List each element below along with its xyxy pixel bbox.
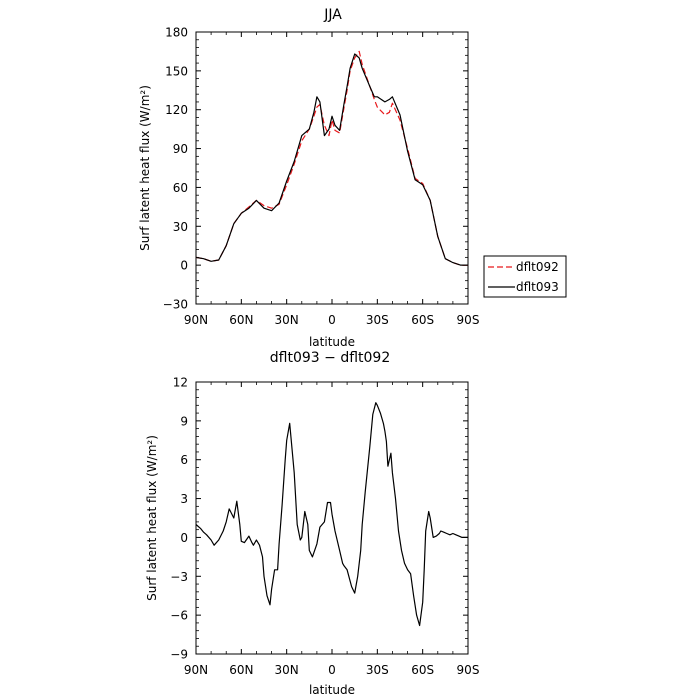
legend-box xyxy=(483,255,567,298)
y-tick-label: −3 xyxy=(170,570,188,584)
y-tick-label: −30 xyxy=(163,298,188,312)
series-lines xyxy=(195,402,468,627)
x-tick-label: 90N xyxy=(184,663,208,677)
series-line-series-0 xyxy=(195,402,468,627)
y-tick-label: 60 xyxy=(173,181,188,195)
axis-ticks xyxy=(195,31,469,305)
top-panel: JJA −30 0 30 60 90 120 150 180 90N 60N 30N 0 30S 60S… xyxy=(138,7,479,349)
x-tick-label: 90S xyxy=(457,313,480,327)
bottom-panel: dflt093 − dflt092 −9 −6 −3 0 3 6 9 12 90N 60N 30N… xyxy=(145,350,479,697)
series-lines xyxy=(195,50,468,266)
legend-label-dflt093: dflt093 xyxy=(516,280,559,294)
y-tick-label: 180 xyxy=(165,26,188,40)
x-tick-label: 60N xyxy=(229,313,253,327)
y-tick-label: −9 xyxy=(170,648,188,662)
x-tick-label: 30S xyxy=(366,313,389,327)
x-tick-label: 0 xyxy=(328,663,336,677)
y-tick-label: 12 xyxy=(173,376,188,390)
legend: dflt092 dflt093 xyxy=(483,255,567,298)
y-tick-label: 0 xyxy=(180,531,188,545)
y-tick-label: 90 xyxy=(173,142,188,156)
y-tick-label: 9 xyxy=(180,414,188,428)
x-tick-labels: 90N 60N 30N 0 30S 60S 90S xyxy=(184,313,480,327)
y-tick-label: 6 xyxy=(180,453,188,467)
x-axis-label: latitude xyxy=(309,683,355,697)
y-tick-labels: −9 −6 −3 0 3 6 9 12 xyxy=(170,376,188,662)
y-axis-label: Surf latent heat flux (W/m²) xyxy=(145,435,159,601)
series-line-dflt093 xyxy=(195,53,468,266)
x-tick-label: 30S xyxy=(366,663,389,677)
x-axis-label: latitude xyxy=(309,335,355,349)
y-tick-labels: −30 0 30 60 90 120 150 180 xyxy=(163,26,188,312)
chart-title: dflt093 − dflt092 xyxy=(270,350,390,366)
y-tick-label: 0 xyxy=(180,259,188,273)
x-tick-label: 90N xyxy=(184,313,208,327)
x-tick-label: 60S xyxy=(411,663,434,677)
chart-title: JJA xyxy=(323,7,342,23)
legend-label-dflt092: dflt092 xyxy=(516,260,559,274)
x-tick-label: 30N xyxy=(275,663,299,677)
y-tick-label: −6 xyxy=(170,609,188,623)
y-tick-label: 3 xyxy=(180,492,188,506)
x-tick-label: 60N xyxy=(229,663,253,677)
x-tick-label: 60S xyxy=(411,313,434,327)
y-tick-label: 120 xyxy=(165,103,188,117)
y-tick-label: 30 xyxy=(173,220,188,234)
axis-ticks xyxy=(195,381,469,655)
x-tick-labels: 90N 60N 30N 0 30S 60S 90S xyxy=(184,663,480,677)
x-tick-label: 90S xyxy=(457,663,480,677)
x-tick-label: 30N xyxy=(275,313,299,327)
y-tick-label: 150 xyxy=(165,64,188,78)
y-axis-label: Surf latent heat flux (W/m²) xyxy=(138,85,152,251)
x-tick-label: 0 xyxy=(328,313,336,327)
